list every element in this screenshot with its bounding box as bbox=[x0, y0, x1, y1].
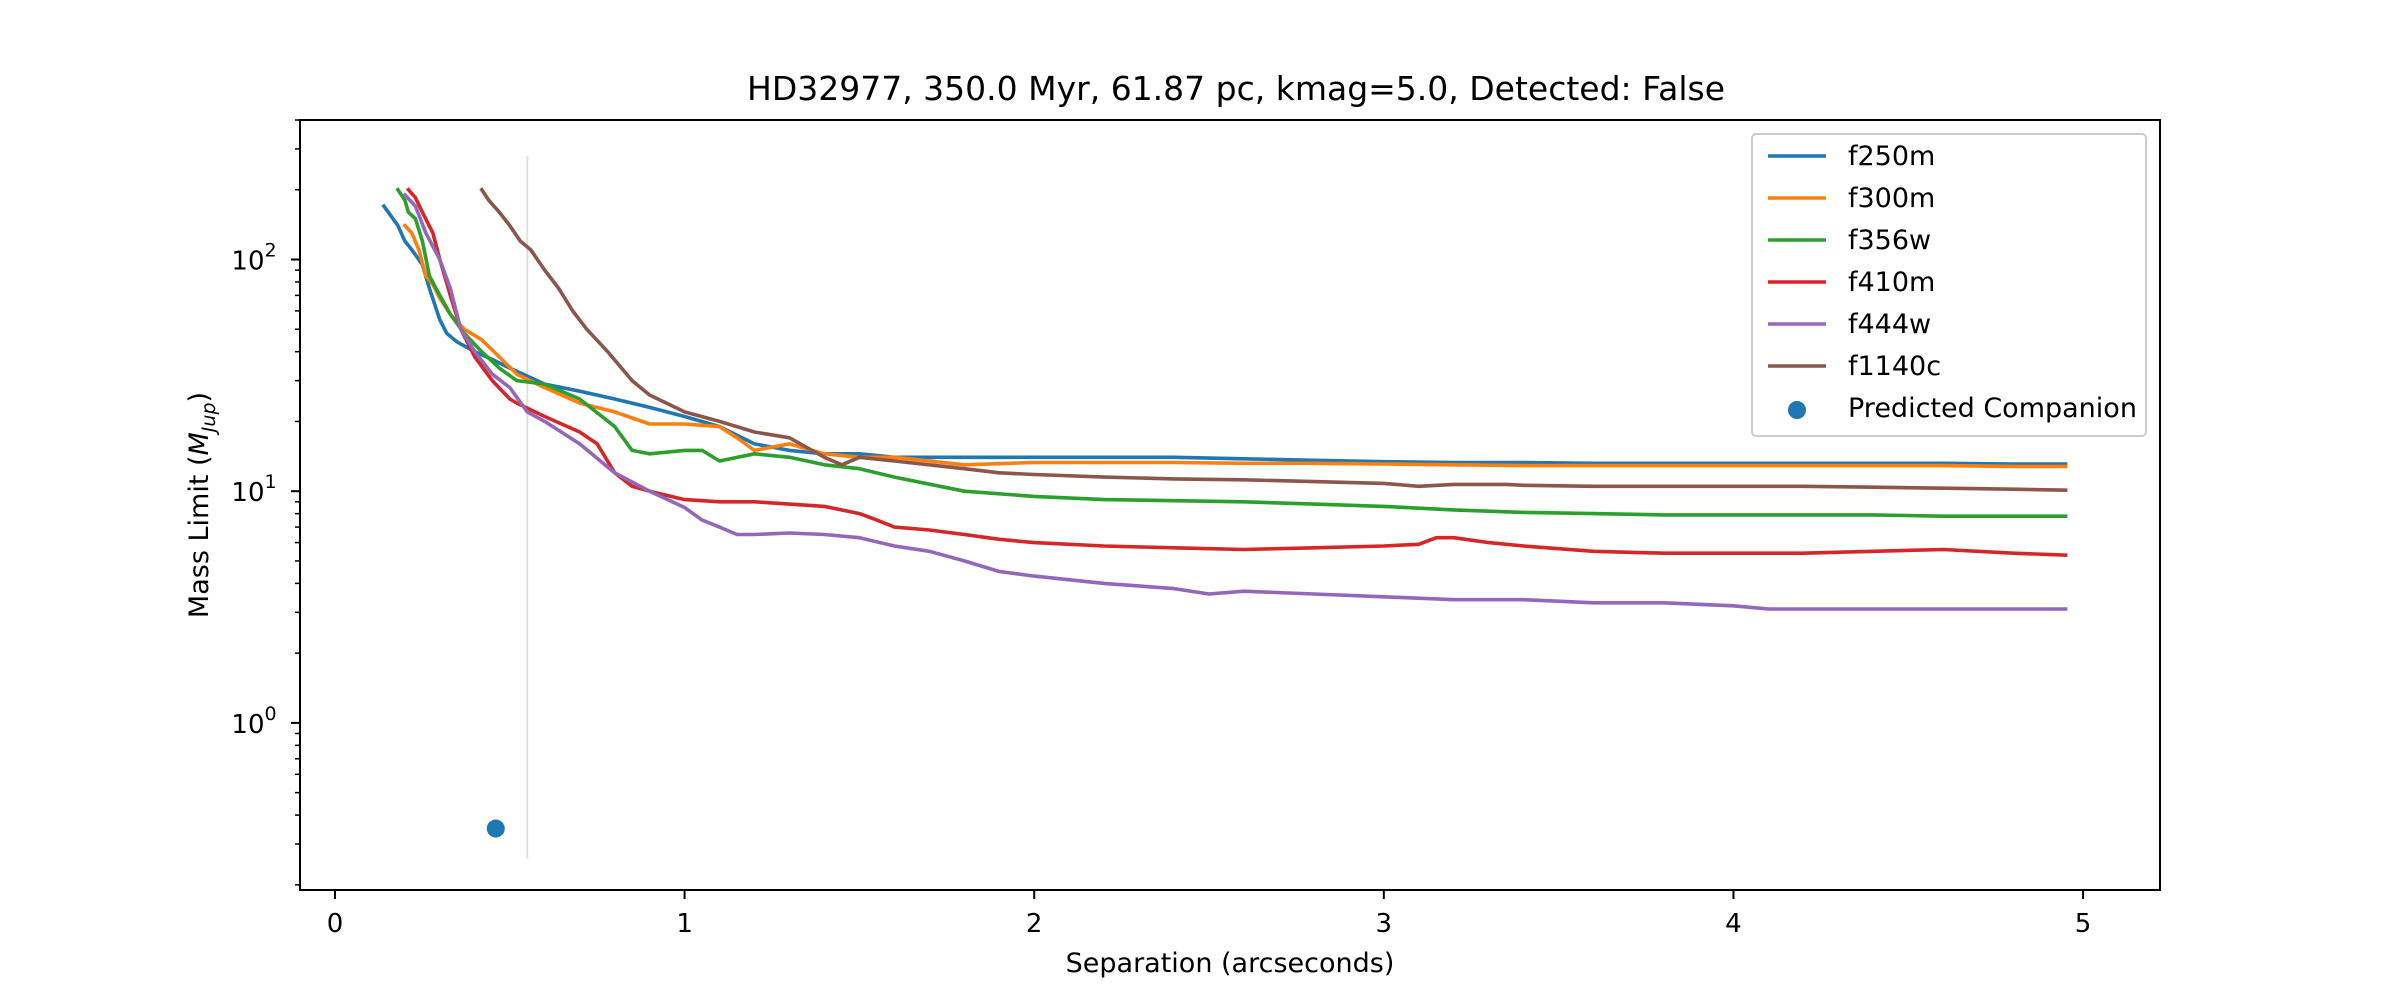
x-tick-label: 4 bbox=[1725, 909, 1742, 939]
y-tick-label: 100 bbox=[231, 703, 276, 740]
y-axis: 100 101 102 bbox=[231, 119, 300, 886]
legend-label-predicted-companion: Predicted Companion bbox=[1848, 393, 2137, 424]
series-line-f356w bbox=[395, 187, 2068, 519]
series-line-f444w bbox=[402, 192, 2068, 611]
y-axis-label-main: Mass Limit ( bbox=[184, 455, 215, 618]
series-layer bbox=[381, 187, 2068, 611]
plot-frame bbox=[299, 119, 2161, 891]
y-tick-label: 102 bbox=[231, 239, 276, 276]
x-tick-label: 1 bbox=[676, 909, 693, 939]
y-axis-label-end: ) bbox=[184, 392, 215, 403]
x-axis-label: Separation (arcseconds) bbox=[1066, 948, 1395, 979]
x-tick-label: 3 bbox=[1376, 909, 1393, 939]
legend: f250m f300m f356w f410m f444w f1140c Predicted… bbox=[1751, 133, 2147, 437]
y-axis-label-sub: Jup bbox=[198, 402, 220, 436]
y-axis-label-math: M bbox=[184, 432, 215, 455]
x-tick-label: 5 bbox=[2075, 909, 2092, 939]
legend-label-f356w: f356w bbox=[1848, 225, 1931, 256]
y-axis-label: Mass Limit (MJup) bbox=[184, 392, 220, 618]
series-line-f410m bbox=[405, 187, 2068, 557]
series-line-f1140c bbox=[479, 187, 2068, 493]
legend-label-f300m: f300m bbox=[1848, 183, 1935, 214]
y-tick-label: 101 bbox=[231, 471, 276, 508]
chart-title: HD32977, 350.0 Myr, 61.87 pc, kmag=5.0, … bbox=[747, 69, 1725, 108]
legend-swatch-predicted-companion bbox=[1788, 401, 1806, 419]
legend-box bbox=[1751, 133, 2147, 437]
x-axis: 0 1 2 3 4 5 bbox=[327, 890, 2092, 939]
predicted-companion-point bbox=[486, 819, 505, 838]
legend-label-f250m: f250m bbox=[1848, 141, 1935, 172]
legend-label-f410m: f410m bbox=[1848, 267, 1935, 298]
scatter-layer bbox=[486, 819, 505, 838]
x-tick-label: 0 bbox=[327, 909, 344, 939]
legend-label-f444w: f444w bbox=[1848, 309, 1931, 340]
legend-label-f1140c: f1140c bbox=[1848, 351, 1941, 382]
x-tick-label: 2 bbox=[1026, 909, 1043, 939]
